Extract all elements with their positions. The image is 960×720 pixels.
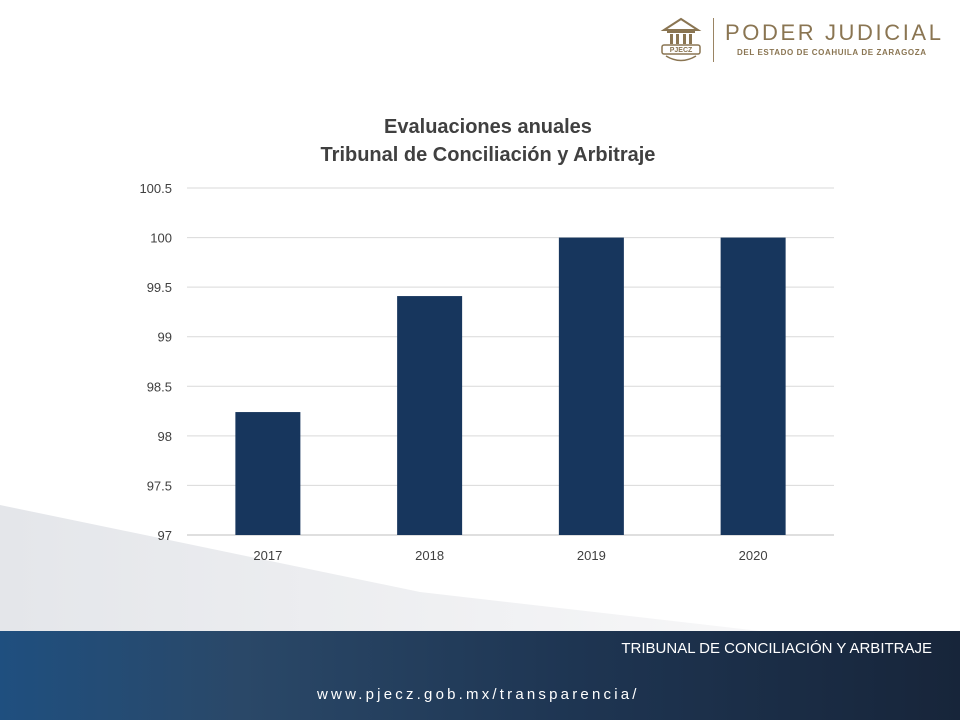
logo-subtitle: DEL ESTADO DE COAHUILA DE ZARAGOZA (737, 48, 927, 57)
y-tick-label: 97 (158, 528, 172, 543)
footer-section-title: TRIBUNAL DE CONCILIACIÓN Y ARBITRAJE (621, 640, 932, 657)
y-tick-label: 99 (158, 330, 172, 345)
x-tick-label: 2017 (253, 548, 282, 563)
y-tick-label: 97.5 (147, 478, 172, 493)
y-tick-label: 99.5 (147, 280, 172, 295)
courthouse-seal-icon: PJECZ (660, 17, 702, 62)
chart-title-line2: Tribunal de Conciliación y Arbitraje (320, 144, 656, 166)
x-tick-label: 2018 (415, 548, 444, 563)
bar (720, 237, 786, 536)
y-tick-label: 98.5 (147, 379, 172, 394)
y-tick-label: 100.5 (139, 181, 172, 196)
footer-band: TRIBUNAL DE CONCILIACIÓN Y ARBITRAJE www… (0, 631, 960, 720)
chart-title: Evaluaciones anuales Tribunal de Concili… (188, 113, 788, 169)
logo-badge-text: PJECZ (670, 47, 693, 54)
logo-divider (713, 18, 714, 62)
bar (235, 412, 301, 535)
bar (397, 296, 463, 535)
pjecz-logo: PJECZ PODER JUDICIAL DEL ESTADO DE COAHU… (658, 16, 948, 66)
x-tick-label: 2020 (739, 548, 768, 563)
logo-title: PODER JUDICIAL (725, 20, 944, 45)
y-tick-label: 100 (150, 231, 172, 246)
footer-url: www.pjecz.gob.mx/transparencia/ (317, 686, 640, 703)
bar (558, 237, 624, 536)
y-tick-label: 98 (158, 429, 172, 444)
x-tick-label: 2019 (577, 548, 606, 563)
chart-title-line1: Evaluaciones anuales (384, 116, 592, 138)
bar-chart: 97 97.5 98 98.5 99 99.5 100 100.5 2017 2018 2019 20… (139, 181, 834, 563)
